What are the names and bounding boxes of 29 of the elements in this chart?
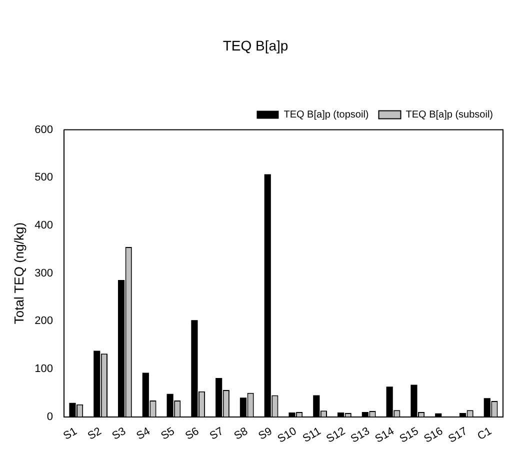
x-tick-label: S6 (183, 425, 202, 442)
y-tick-label: 600 (34, 124, 53, 136)
chart-title: TEQ B[a]p (222, 37, 288, 54)
x-tick-label: C1 (476, 425, 494, 443)
x-tick-label: S10 (276, 425, 299, 446)
x-tick-label: S7 (208, 425, 226, 442)
y-tick-label: 400 (34, 219, 53, 232)
x-tick-label: S11 (300, 425, 324, 446)
x-tick-label: S2 (86, 425, 104, 442)
x-tick-label: S17 (446, 425, 470, 446)
x-tick-label: S16 (422, 425, 446, 446)
legend-label: TEQ B[a]p (subsoil) (406, 110, 494, 121)
x-tick-label: S1 (62, 425, 80, 442)
x-tick-label: S13 (348, 425, 372, 446)
legend-label: TEQ B[a]p (topsoil) (284, 110, 369, 121)
y-tick-label: 200 (34, 315, 53, 328)
x-tick-label: S8 (232, 425, 250, 442)
x-tick-label: S14 (373, 425, 396, 446)
x-tick-label: S3 (110, 425, 128, 442)
x-tick-label: S5 (159, 425, 177, 442)
x-tick-label: S9 (256, 425, 274, 442)
y-axis-title: Total TEQ (ng/kg) (11, 222, 26, 324)
x-tick-label: S12 (324, 425, 348, 446)
y-tick-label: 500 (34, 172, 53, 184)
y-tick-label: 100 (34, 362, 53, 375)
x-tick-label: S15 (398, 425, 421, 446)
y-tick-label: 300 (34, 267, 53, 280)
y-tick-label: 0 (46, 410, 53, 423)
x-tick-label: S4 (134, 425, 152, 442)
